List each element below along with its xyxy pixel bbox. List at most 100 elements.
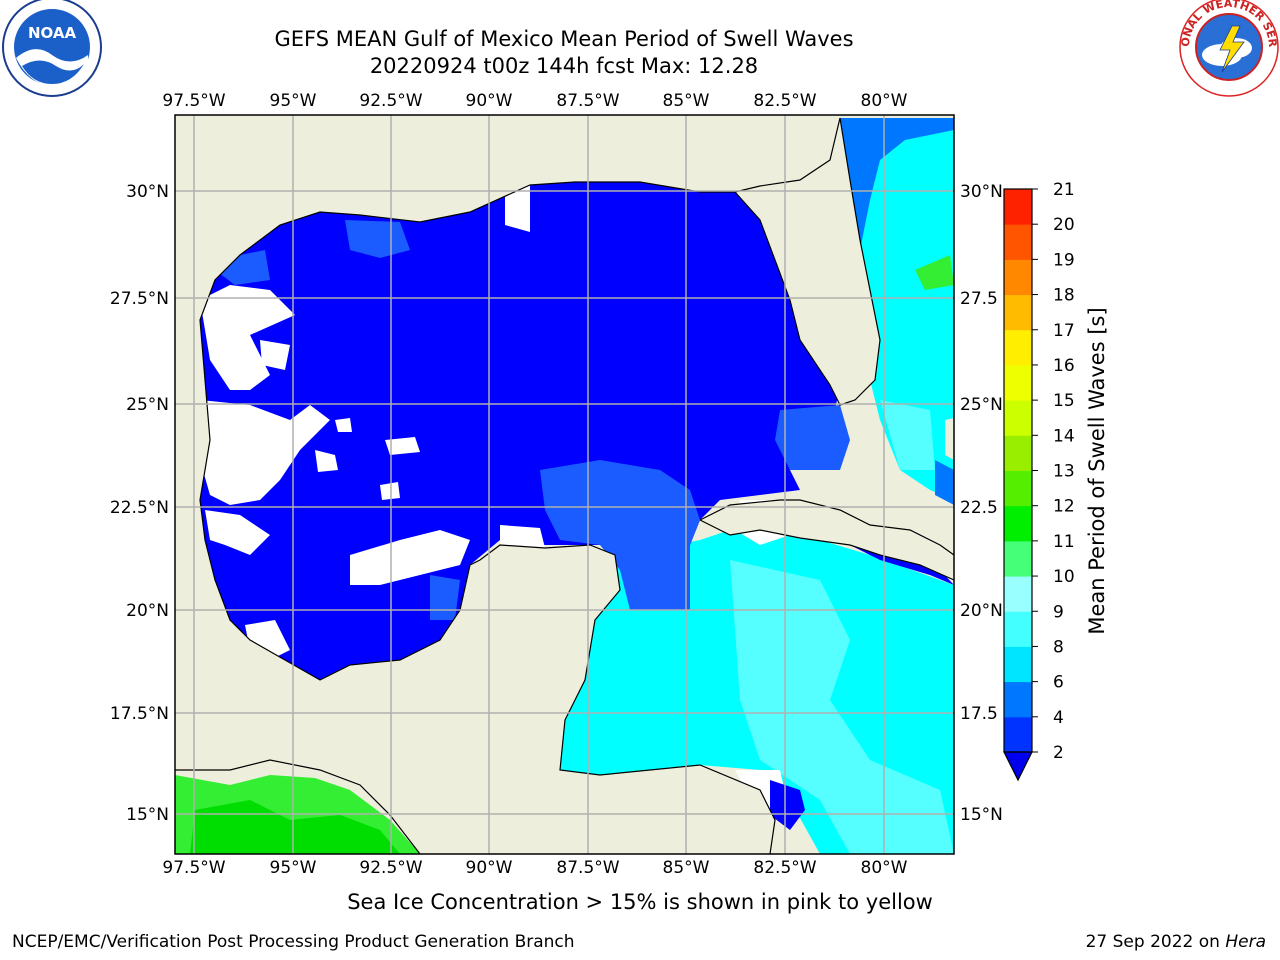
colorbar-tick-label: 9 (1053, 602, 1064, 622)
lon-label: 87.5°W (556, 858, 619, 878)
light-cyan-patches (730, 560, 954, 854)
lat-label: 22.5°N (110, 498, 169, 518)
colorbar-tick-label: 20 (1053, 215, 1075, 235)
lon-label: 95°W (270, 91, 317, 111)
lon-label: 92.5°W (359, 858, 422, 878)
colorbar-swatch (1004, 364, 1032, 401)
lon-label: 95°W (270, 858, 317, 878)
lon-label: 90°W (466, 858, 513, 878)
missing-data-bay (350, 530, 470, 585)
colorbar-swatch (1004, 576, 1032, 612)
colorbar-tick-label: 2 (1053, 743, 1064, 763)
colorbar-swatch (1004, 224, 1032, 260)
colorbar-tick-label: 11 (1053, 532, 1075, 552)
colorbar-tick-label: 8 (1053, 637, 1064, 657)
lon-label: 82.5°W (753, 858, 816, 878)
lon-label: 85°W (663, 91, 710, 111)
light-cyan-patch-2 (880, 400, 935, 470)
missing-data-west-shelf (200, 400, 330, 505)
lat-label: 25°N (126, 395, 169, 415)
colorbar-tick-label: 21 (1053, 180, 1075, 200)
coastline-florida (734, 117, 881, 406)
missing-data-campeche (500, 525, 545, 548)
footer-timestamp: 27 Sep 2022 on Hera (1086, 932, 1266, 952)
latitude-labels-right: 30°N 27.5 25°N 22.5 20°N 17.5 15°N (960, 182, 1003, 825)
lat-label: 22.5 (960, 498, 998, 518)
colorbar-swatch (1004, 400, 1032, 436)
green-patch-fl (915, 255, 954, 290)
coastline-pacific (175, 759, 421, 854)
colorbar-swatch (1004, 259, 1032, 296)
lat-label: 20°N (960, 601, 1003, 621)
colorbar-tick-label: 10 (1053, 567, 1075, 587)
coastline-gulf (199, 117, 841, 854)
chart-subtitle: 20220924 t00z 144h fcst Max: 12.28 (369, 54, 759, 78)
colorbar-swatch (1004, 470, 1032, 507)
colorbar-swatch (1004, 646, 1032, 683)
colorbar-tick-label: 12 (1053, 497, 1075, 517)
lon-label: 80°W (861, 858, 908, 878)
colorbar-swatch (1004, 189, 1032, 225)
lon-label: 80°W (861, 91, 908, 111)
gulf-mid-blue (540, 460, 700, 610)
map-frame (174, 114, 955, 855)
nws-logo-text: NATIONAL WEATHER SERVICE (0, 0, 1279, 48)
longitude-labels-top: 97.5°W 95°W 92.5°W 90°W 87.5°W 85°W 82.5… (162, 91, 907, 111)
atlantic-blue-edge (835, 118, 954, 250)
florida-land (735, 118, 880, 405)
colorbar: 2 4 6 8 9 10 11 12 13 14 15 16 17 18 19 20 21 Mean Perio… (1003, 180, 1109, 782)
bahamas-land (945, 418, 954, 460)
nws-logo: NATIONAL WEATHER SERVICE (0, 0, 1279, 97)
colorbar-swatch (1004, 329, 1032, 366)
caribbean-blue-edge (770, 780, 805, 830)
missing-data-nfl (505, 185, 530, 232)
colorbar-tick-label: 17 (1053, 321, 1075, 341)
lon-label: 97.5°W (162, 858, 225, 878)
colorbar-tick-label: 18 (1053, 286, 1075, 306)
yucatan-land (175, 545, 775, 854)
map-area (175, 115, 954, 854)
colorbar-ticks: 2 4 6 8 9 10 11 12 13 14 15 16 17 18 19 20 21 (1032, 180, 1075, 763)
missing-data-blob4 (380, 482, 400, 500)
lon-label: 90°W (466, 91, 513, 111)
colorbar-tick-label: 14 (1053, 426, 1075, 446)
us-gulf-coast-land (175, 115, 840, 785)
colorbar-swatch (1004, 681, 1032, 718)
coastline-cuba (699, 499, 954, 581)
footer-host: Hera (1225, 932, 1266, 952)
caribbean-blue-edge-2 (850, 545, 954, 585)
lat-label: 30°N (126, 182, 169, 202)
noaa-logo: NOAA (2, 0, 102, 97)
colorbar-swatch (1004, 540, 1032, 577)
gulf-mid-blue-4 (430, 575, 460, 620)
footer-date: 27 Sep 2022 on (1085, 932, 1226, 952)
missing-data-blob7 (260, 340, 290, 370)
colorbar-tick-label: 15 (1053, 391, 1075, 411)
latitude-labels-left: 30°N 27.5°N 25°N 22.5°N 20°N 17.5°N 15°N (110, 182, 169, 825)
missing-data-blob3 (335, 418, 352, 432)
lat-label: 17.5 (960, 704, 998, 724)
colorbar-swatch (1004, 716, 1032, 753)
footer-credit: NCEP/EMC/Verification Post Processing Pr… (12, 932, 575, 952)
colorbar-tick-label: 13 (1053, 462, 1075, 482)
lat-label: 30°N (960, 182, 1003, 202)
colorbar-swatches (1004, 189, 1032, 753)
missing-data-nw-shelf (200, 285, 295, 390)
colorbar-swatch (1004, 435, 1032, 471)
colorbar-tick-label: 16 (1053, 356, 1075, 376)
noaa-logo-text: NOAA (28, 24, 77, 42)
lat-label: 15°N (960, 805, 1003, 825)
lon-label: 87.5°W (556, 91, 619, 111)
lat-label: 27.5 (960, 289, 998, 309)
lon-label: 85°W (663, 858, 710, 878)
lat-label: 20°N (126, 601, 169, 621)
colorbar-swatch (1004, 505, 1032, 542)
missing-data-blob2 (315, 450, 338, 472)
lon-label: 97.5°W (162, 91, 225, 111)
gulf-mid-blue-3 (775, 405, 850, 470)
cuba-land (700, 500, 954, 580)
lat-label: 17.5°N (110, 704, 169, 724)
colorbar-extend-triangle (1003, 751, 1033, 782)
lat-label: 15°N (126, 805, 169, 825)
